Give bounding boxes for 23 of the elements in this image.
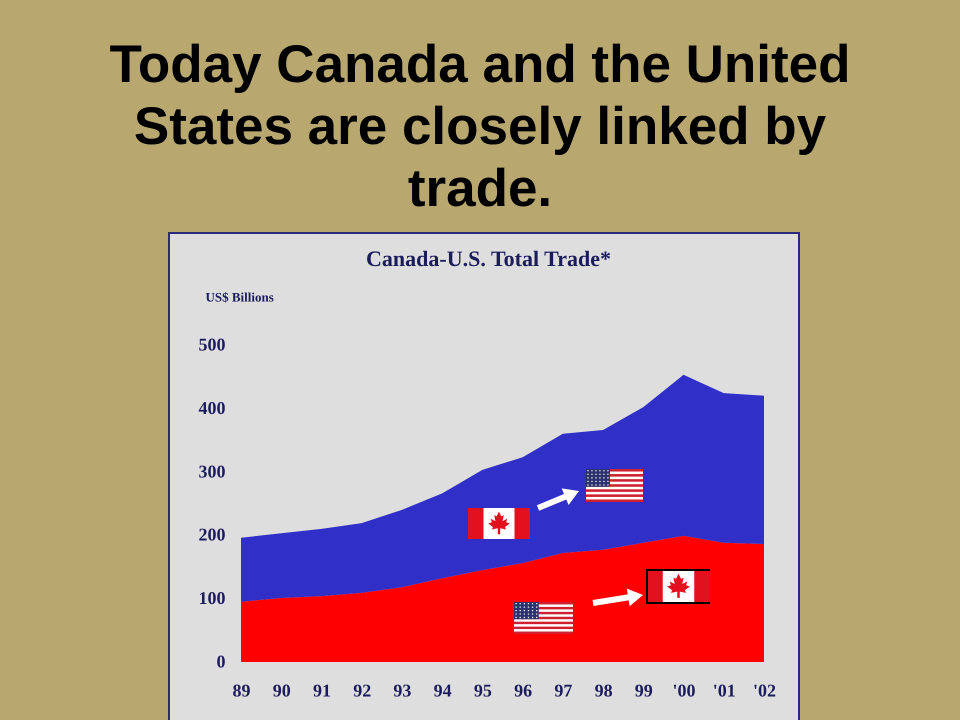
x-tick-label: 89 <box>232 680 250 700</box>
x-tick-label: 93 <box>393 680 412 700</box>
x-tick-label: 91 <box>312 680 331 700</box>
y-tick-label: 100 <box>198 588 226 608</box>
y-tick-label: 300 <box>198 461 226 482</box>
x-tick-label: 99 <box>634 680 653 700</box>
x-tick-label: 97 <box>554 680 572 700</box>
x-tick-label: 90 <box>272 680 291 700</box>
chart-title: Today Canada and the United States are closely linked by trade. <box>108 34 852 220</box>
y-tick-label: 500 <box>198 334 226 354</box>
y-tick-label: 0 <box>216 652 226 672</box>
y-axis-title: US$ Billions <box>206 290 274 304</box>
x-tick-label: 96 <box>514 680 532 700</box>
chart-subtitle: Canada-U.S. Total Trade* <box>366 246 611 271</box>
x-tick-label: 92 <box>353 680 372 700</box>
x-tick-label: '02 <box>752 680 776 700</box>
x-tick-label: '01 <box>712 680 736 700</box>
x-tick-label: 94 <box>434 680 452 700</box>
x-tick-label: 95 <box>474 680 492 700</box>
x-tick-label: 98 <box>594 680 613 700</box>
y-tick-label: 400 <box>198 398 226 418</box>
y-tick-label: 200 <box>198 524 226 545</box>
x-tick-label: '00 <box>672 680 696 700</box>
